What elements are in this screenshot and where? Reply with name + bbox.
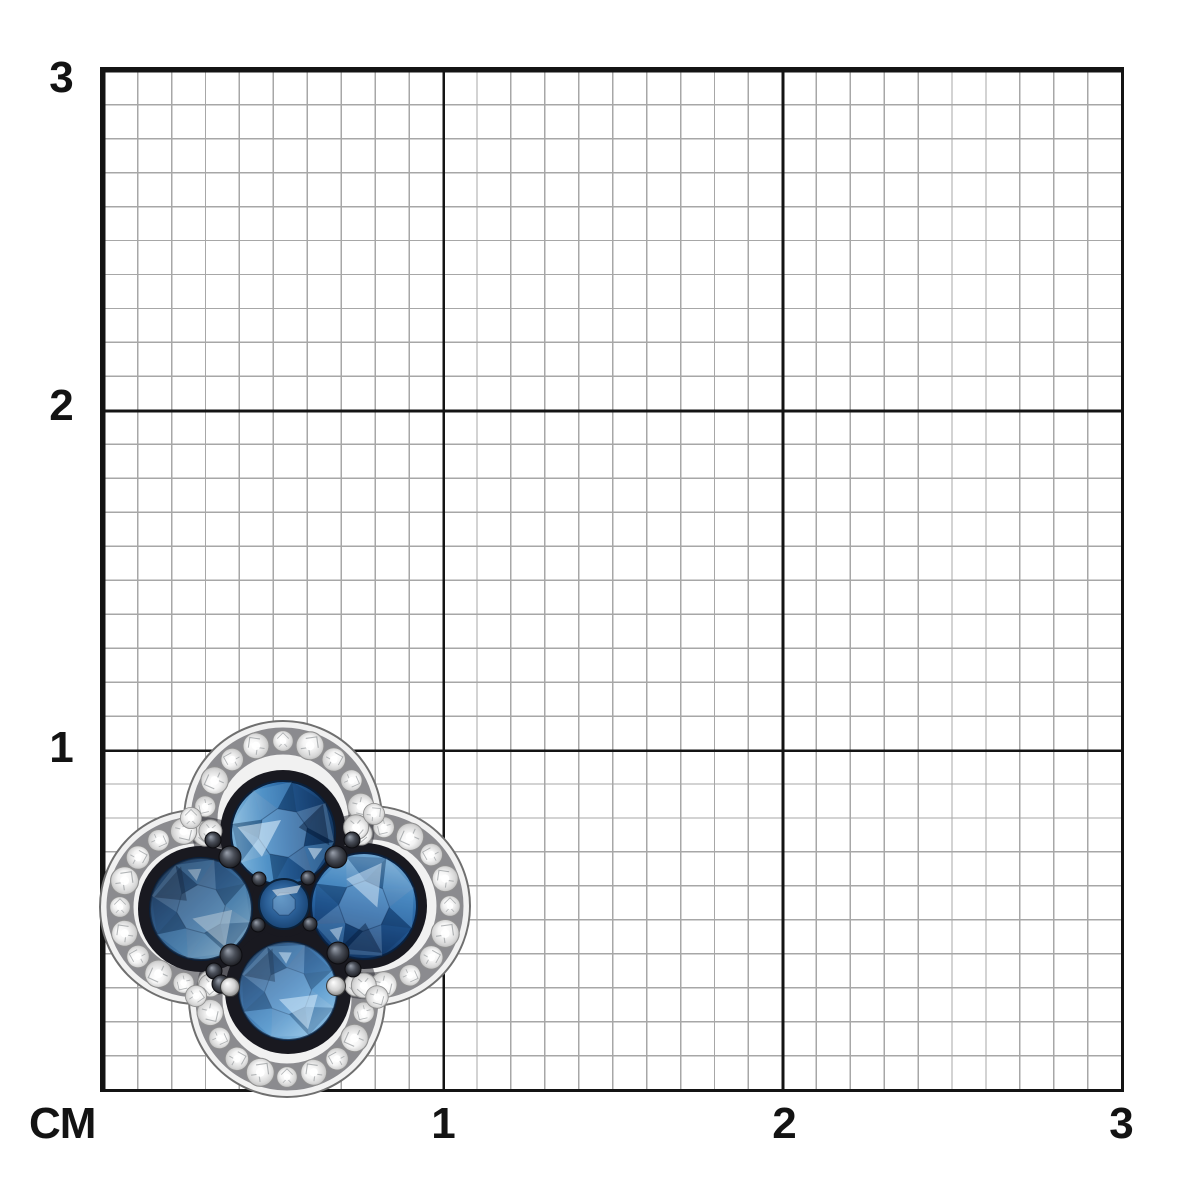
bottom-axis-label-1: 1 — [431, 1099, 455, 1148]
left-axis-label-2: 2 — [49, 381, 73, 430]
left-axis-label-1: 1 — [49, 723, 73, 772]
unit-label-cm: CM — [29, 1099, 96, 1148]
bottom-axis-label-3: 3 — [1109, 1099, 1133, 1148]
left-axis-label-3: 3 — [49, 53, 73, 102]
bottom-axis-label-2: 2 — [772, 1099, 796, 1148]
